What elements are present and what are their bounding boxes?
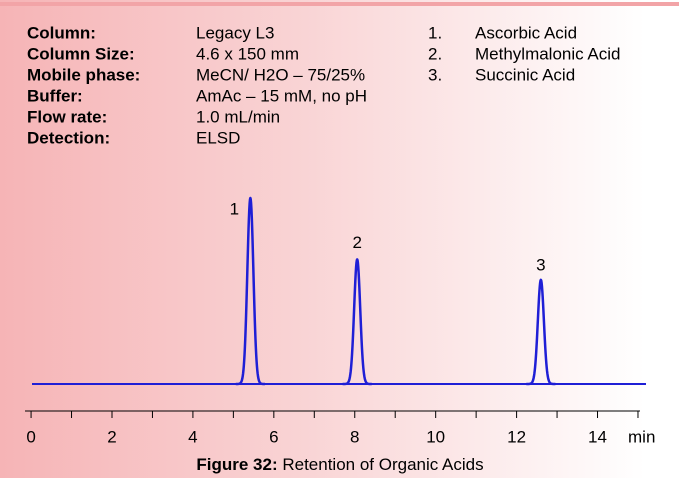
- x-tick-label: 10: [426, 427, 445, 446]
- peak: [234, 196, 266, 386]
- x-tick-label: 0: [26, 427, 35, 446]
- x-tick-label: 12: [507, 427, 526, 446]
- param-label: Flow rate:: [27, 107, 107, 126]
- param-label: Buffer:: [27, 86, 83, 105]
- compound-number: 2.: [428, 44, 442, 63]
- x-tick-label: 6: [269, 427, 278, 446]
- param-label: Detection:: [27, 128, 110, 147]
- x-axis-label: min: [628, 427, 655, 446]
- caption-bold: Figure 32:: [196, 455, 277, 474]
- param-value: MeCN/ H2O – 75/25%: [196, 65, 365, 84]
- peak-label: 2: [352, 233, 361, 252]
- caption: Figure 32: Retention of Organic Acids: [196, 455, 483, 474]
- peak-label: 3: [536, 255, 545, 274]
- param-label: Mobile phase:: [27, 65, 140, 84]
- compound-name: Ascorbic Acid: [475, 23, 577, 42]
- param-value: ELSD: [196, 128, 240, 147]
- param-value: Legacy L3: [196, 23, 274, 42]
- peak-label: 1: [230, 199, 239, 218]
- peak: [525, 278, 557, 386]
- x-tick-label: 8: [350, 427, 359, 446]
- x-tick-label: 14: [588, 427, 607, 446]
- param-value: 1.0 mL/min: [196, 107, 280, 126]
- compound-number: 3.: [428, 65, 442, 84]
- param-value: 4.6 x 150 mm: [196, 44, 299, 63]
- peak: [341, 258, 373, 386]
- x-tick-label: 4: [188, 427, 197, 446]
- compound-number: 1.: [428, 23, 442, 42]
- compound-name: Succinic Acid: [475, 65, 575, 84]
- param-value: AmAc – 15 mM, no pH: [196, 86, 367, 105]
- caption-text: Retention of Organic Acids: [282, 455, 483, 474]
- compound-name: Methylmalonic Acid: [475, 44, 621, 63]
- param-label: Column:: [27, 23, 96, 42]
- param-label: Column Size:: [27, 44, 135, 63]
- x-tick-label: 2: [107, 427, 116, 446]
